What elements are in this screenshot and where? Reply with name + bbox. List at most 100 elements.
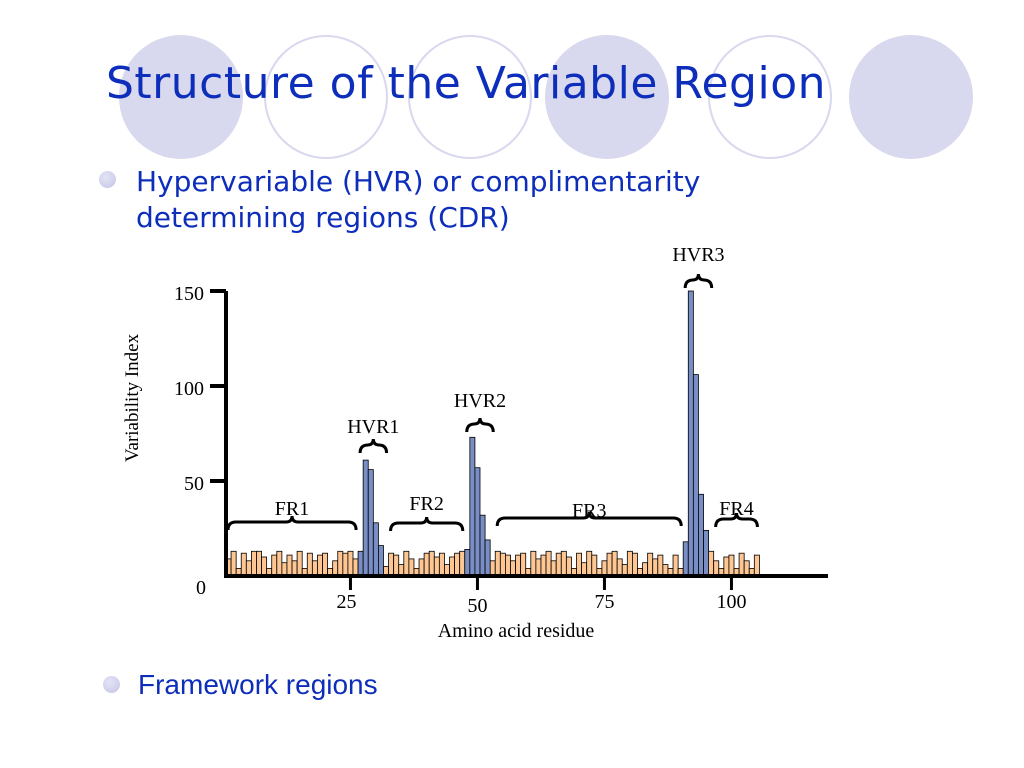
region-braces: FR1 HVR1 FR2 HVR2 FR3 HVR3 FR4: [226, 244, 759, 532]
fr-bar: [296, 550, 303, 577]
fr-bar: [540, 554, 547, 577]
bullet-1-text: Hypervariable (HVR) or complimentarity d…: [136, 165, 701, 234]
fr-bar: [616, 558, 623, 577]
x-tick-label: 50: [467, 595, 487, 617]
y-axis-label: Variability Index: [122, 333, 143, 462]
slide-title: Structure of the Variable Region: [106, 58, 827, 109]
fr-bar: [276, 550, 283, 577]
fr-bar: [606, 552, 613, 577]
fr-bar: [438, 552, 445, 577]
hvr-bar: [479, 514, 486, 577]
fr-bar: [708, 550, 715, 577]
fr-bar: [753, 554, 760, 577]
region-brace: [714, 512, 759, 528]
hvr-bar: [698, 493, 704, 577]
fr-bar: [555, 552, 562, 577]
fr-bar: [723, 556, 730, 577]
deco-circle-6: [849, 35, 973, 159]
fr-bar: [240, 552, 247, 577]
fr-bar: [489, 560, 496, 577]
bullet-2-text: Framework regions: [138, 669, 378, 700]
hvr-bar: [464, 549, 471, 577]
fr-bar: [449, 556, 455, 577]
fr-bar: [393, 554, 400, 577]
ticks: 0 50 100 150 25 50 75 100: [174, 283, 746, 617]
fr-bar: [342, 552, 349, 577]
fr-bar: [626, 550, 633, 577]
hvr-bar: [362, 459, 369, 577]
hvr-bar: [474, 467, 481, 577]
fr-bar: [337, 550, 344, 577]
fr-bar: [550, 560, 557, 577]
region-brace: [226, 515, 358, 531]
fr-bar: [418, 558, 425, 577]
hvr-bar: [703, 530, 710, 577]
region-brace: [495, 511, 683, 527]
region-label: FR3: [572, 500, 606, 522]
fr-bar: [499, 552, 506, 577]
fr-bar: [271, 554, 278, 577]
fr-bar: [332, 560, 339, 577]
axes: [224, 291, 828, 578]
fr-bar: [586, 550, 593, 577]
fr-bar: [317, 554, 323, 577]
hvr-bar: [682, 541, 689, 577]
fr-bar: [510, 560, 516, 577]
fr-bar: [311, 560, 318, 577]
hvr-bar: [687, 290, 694, 577]
fr-bar: [408, 558, 415, 577]
fr-bar: [256, 550, 262, 577]
fr-bar: [403, 550, 410, 577]
fr-bar: [530, 550, 537, 577]
fr-bar: [632, 552, 638, 577]
region-label: FR4: [719, 498, 753, 520]
fr-bar: [352, 558, 359, 577]
hvr-bar: [377, 545, 384, 577]
fr-bar: [647, 552, 654, 577]
region-brace: [683, 273, 714, 289]
hvr-bar: [469, 436, 476, 577]
fr-bar: [535, 558, 542, 577]
fr-bar: [306, 552, 313, 577]
hvr-bar: [372, 522, 379, 577]
deco-circle-5: [708, 35, 832, 159]
deco-circle-1: [119, 35, 243, 159]
fr-bar: [713, 560, 720, 577]
hvr-bars: [357, 290, 710, 577]
bullet-1-dot-icon: [99, 171, 116, 188]
fr-bar: [230, 550, 237, 577]
fr-bar: [459, 550, 466, 577]
y-tick-label: 100: [174, 378, 204, 400]
region-brace: [358, 438, 389, 454]
x-tick-label: 25: [336, 591, 356, 613]
fr-bar: [545, 550, 552, 577]
x-tick-label: 75: [594, 591, 614, 613]
fr-bar: [494, 550, 501, 577]
hvr-bar: [357, 550, 364, 577]
fr-bar: [423, 552, 430, 577]
fr-bar: [286, 554, 293, 577]
region-label: HVR3: [672, 244, 724, 266]
fr-bar: [672, 554, 679, 577]
fr-bar: [657, 554, 664, 577]
fr-bar: [601, 560, 608, 577]
fr-bar: [454, 552, 461, 577]
fr-bar: [504, 554, 511, 577]
fr-bar: [652, 558, 659, 577]
deco-circle-4: [545, 35, 669, 159]
region-label: FR2: [409, 493, 443, 515]
fr-bar: [250, 550, 257, 577]
fr-bar: [428, 550, 435, 577]
y-tick-label: 50: [184, 473, 204, 495]
fr-bar: [743, 560, 750, 577]
fr-bar: [560, 550, 567, 577]
fr-bar: [347, 550, 354, 577]
fr-bars: [225, 550, 760, 577]
fr-bar: [388, 552, 395, 577]
fr-bar: [245, 560, 252, 577]
hvr-bar: [484, 539, 491, 577]
region-label: HVR2: [454, 390, 506, 412]
region-brace: [465, 417, 495, 433]
